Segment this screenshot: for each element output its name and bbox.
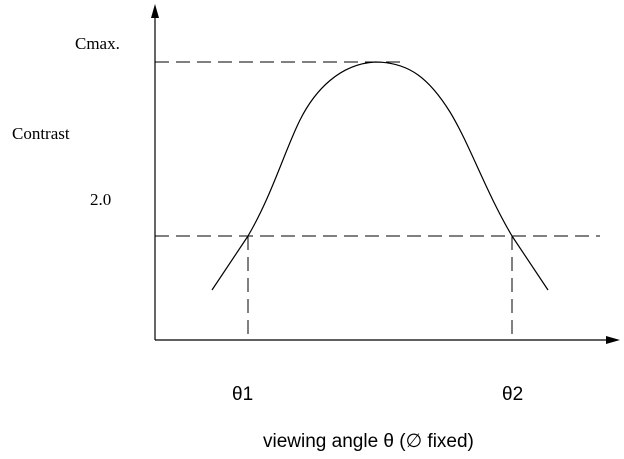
x-axis-label: viewing angle θ (∅ fixed) (263, 431, 474, 452)
contrast-curve (211, 61, 549, 291)
cmax-label: Cmax. (75, 34, 120, 53)
y-arrow (151, 4, 159, 18)
c-label: C (50, 174, 61, 193)
contrast-label: Contrast (12, 124, 70, 143)
theta2-label: θ2 (502, 384, 523, 405)
theta1-label: θ1 (232, 384, 253, 405)
threshold-label: 2.0 (90, 190, 111, 209)
x-arrow (606, 336, 620, 344)
